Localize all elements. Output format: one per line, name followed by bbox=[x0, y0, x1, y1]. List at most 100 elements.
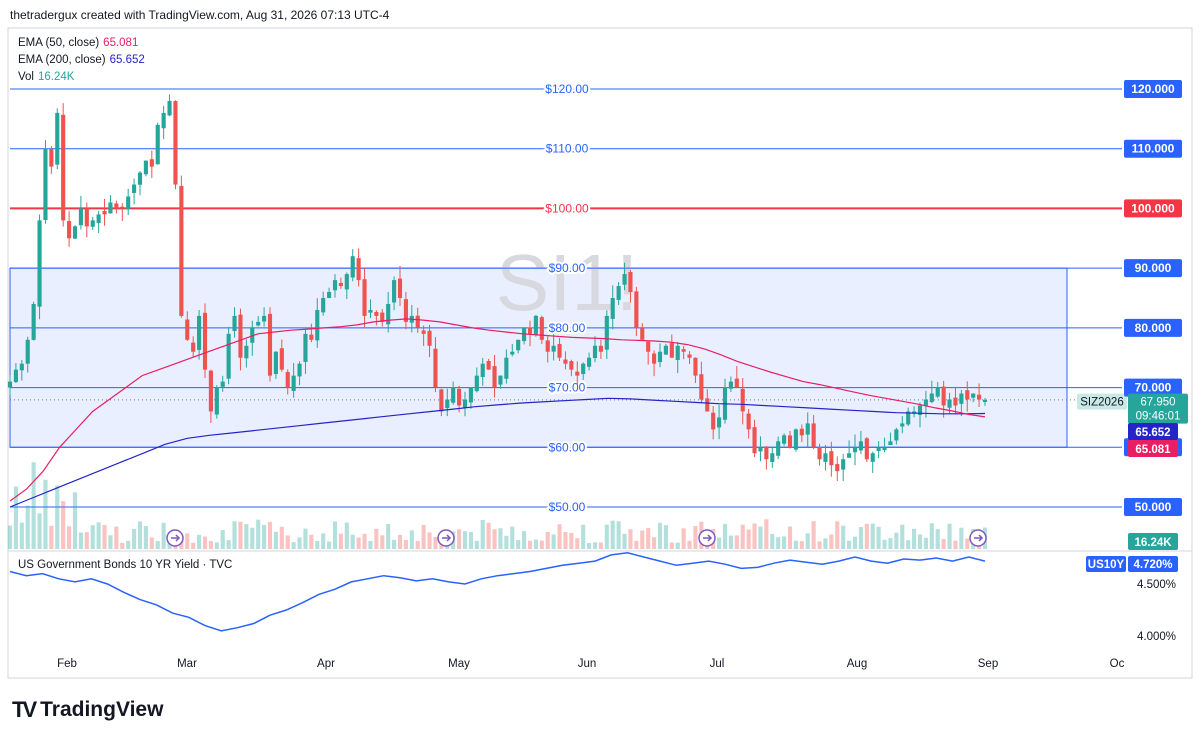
candle-body bbox=[616, 286, 621, 300]
candle-body bbox=[179, 186, 184, 316]
candle-body bbox=[516, 339, 521, 351]
legend-ema50-value: 65.081 bbox=[103, 37, 139, 49]
candle-body bbox=[835, 464, 840, 472]
volume-bar bbox=[687, 540, 692, 549]
volume-bar bbox=[232, 521, 237, 549]
volume-bar bbox=[132, 528, 137, 549]
price-line-label: $70.00 bbox=[549, 381, 586, 395]
volume-bar bbox=[197, 534, 202, 549]
volume-bar bbox=[906, 540, 911, 549]
volume-bar bbox=[90, 525, 95, 549]
volume-bar bbox=[332, 521, 338, 549]
events-layer bbox=[166, 529, 987, 547]
candle-body bbox=[327, 292, 332, 298]
volume-bar bbox=[787, 526, 793, 549]
volume-bar bbox=[498, 528, 503, 549]
candle-body bbox=[592, 345, 598, 359]
volume-bar bbox=[527, 540, 533, 549]
candle-body bbox=[445, 399, 450, 409]
volume-bar bbox=[864, 523, 869, 549]
candle-body bbox=[587, 357, 592, 367]
candle-body bbox=[598, 345, 603, 352]
volume-bar bbox=[327, 541, 332, 549]
volume-bar bbox=[722, 523, 728, 549]
candle-body bbox=[132, 184, 137, 193]
legend-ema200[interactable]: EMA (200, close) 65.652 bbox=[18, 52, 145, 69]
price-axis-badge-bg bbox=[1124, 498, 1182, 516]
axis-value-badge-bg bbox=[1128, 533, 1178, 550]
volume-bar bbox=[256, 519, 261, 549]
volume-bar bbox=[486, 522, 491, 549]
candle-body bbox=[486, 361, 491, 370]
candle-body bbox=[344, 274, 349, 290]
price-axis-badge-bg bbox=[1124, 80, 1182, 98]
candle-body bbox=[90, 220, 95, 227]
candle-body bbox=[569, 361, 574, 370]
candle-body bbox=[823, 453, 828, 462]
volume-bar bbox=[758, 526, 763, 549]
tradingview-footer[interactable]: TV TradingView bbox=[12, 697, 163, 723]
volume-bar bbox=[220, 530, 225, 549]
candle-body bbox=[888, 441, 893, 446]
legend-vol[interactable]: Vol 16.24K bbox=[18, 69, 145, 86]
volume-bar bbox=[155, 541, 160, 549]
volume-bar bbox=[569, 532, 574, 549]
volume-bar bbox=[84, 532, 89, 549]
candle-body bbox=[557, 344, 562, 358]
candle-body bbox=[285, 372, 290, 388]
volume-bar bbox=[43, 479, 48, 549]
candle-body bbox=[805, 423, 810, 435]
candle-body bbox=[197, 315, 202, 350]
legend-ema200-value: 65.652 bbox=[109, 54, 145, 66]
volume-bar bbox=[941, 538, 946, 549]
volume-bar bbox=[805, 533, 810, 549]
price-axis-badges: SIZ2026 67.950 09:46:01 65.652 65.081 16.24K bbox=[1077, 393, 1188, 550]
candle-body bbox=[238, 314, 243, 358]
candle-body bbox=[959, 393, 964, 404]
axis-value-badge: 65.081 bbox=[1135, 444, 1171, 456]
candle-body bbox=[185, 319, 190, 340]
volume-bar bbox=[929, 523, 934, 549]
volume-bar bbox=[285, 535, 290, 549]
chart-border bbox=[7, 27, 1193, 679]
tradingview-brand: TradingView bbox=[40, 698, 164, 721]
candle-body bbox=[527, 327, 533, 334]
volume-bar bbox=[415, 540, 420, 549]
volume-bar bbox=[894, 532, 899, 549]
volume-bar bbox=[492, 529, 497, 549]
last-price-badge-bg bbox=[1128, 393, 1188, 424]
volume-bar bbox=[13, 486, 18, 549]
volume-bar bbox=[214, 542, 219, 549]
volume-bar bbox=[616, 521, 621, 549]
candle-body bbox=[669, 343, 674, 358]
candle-body bbox=[581, 363, 586, 374]
volume-bar bbox=[917, 534, 923, 549]
volume-bar bbox=[551, 534, 556, 549]
candle-body bbox=[793, 429, 798, 450]
volume-bar bbox=[681, 528, 686, 549]
legend-ema50[interactable]: EMA (50, close) 65.081 bbox=[18, 35, 145, 52]
candle-body bbox=[362, 279, 367, 316]
candle-body bbox=[403, 299, 408, 322]
volume-bar bbox=[876, 526, 881, 549]
volume-bar bbox=[764, 519, 769, 549]
time-axis-tick: Feb bbox=[57, 658, 77, 670]
candle-body bbox=[770, 453, 775, 462]
price-axis-badge-bg bbox=[1124, 378, 1182, 397]
volume-bar bbox=[935, 529, 940, 549]
volume-bar bbox=[947, 523, 952, 549]
volume-bar bbox=[96, 522, 101, 549]
candle-body bbox=[13, 369, 18, 383]
ema-layer bbox=[9, 318, 986, 508]
candle-body bbox=[817, 447, 822, 460]
candle-body bbox=[681, 349, 686, 352]
candle-body bbox=[356, 258, 361, 281]
candle-body bbox=[315, 309, 320, 341]
last-price-badge: 67.950 bbox=[1140, 397, 1175, 409]
symbol-badge-bg bbox=[1077, 393, 1127, 410]
volume-bar bbox=[965, 538, 970, 549]
candle-body bbox=[787, 435, 793, 448]
candle-body bbox=[338, 282, 343, 287]
legend-ema200-label: EMA (200, close) bbox=[18, 54, 106, 66]
